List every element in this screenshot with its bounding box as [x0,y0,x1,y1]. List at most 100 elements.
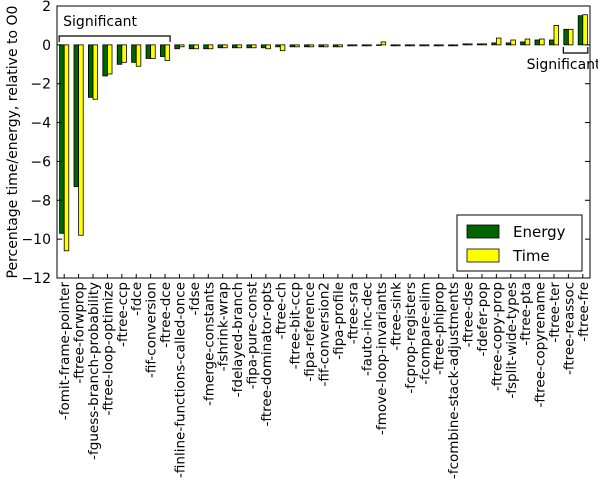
bar-energy-ftree-pta [520,41,526,46]
bar-time-fauto-inc-dec [366,44,372,47]
bar-time-ftree-dse [467,43,473,46]
bar-energy-ftree-ccp [116,44,123,65]
bar-energy-fcprop-registers [404,44,411,47]
bar-time-fdse [193,44,199,50]
x-tick-label-ftree-copy-prop: -ftree-copy-prop [489,282,505,391]
x-tick-label-fipa-profile: -fipa-profile [331,282,347,360]
bar-energy-fdefer-pop [476,43,483,46]
bar-time-fmerge-constants [207,44,214,50]
x-tick-label-fcombine-stack-adjustments: -fcombine-stack-adjustments [446,282,462,479]
bar-energy-fdce [131,44,137,63]
bar-energy-ftree-fre [577,15,584,46]
bar-energy-ftree-ter [548,39,555,46]
x-tick-label-fipa-pure-const: -fipa-pure-const [244,282,260,389]
y-tick-label: −2 [30,77,51,93]
bar-energy-fmove-loop-invariants [376,44,382,46]
bar-energy-ftree-sink [390,44,396,47]
x-tick-label-ftree-dce: -ftree-dce [158,282,174,348]
x-tick-label-ftree-fre: -ftree-fre [576,282,592,342]
x-tick-label-ftree-ter: -ftree-ter [547,282,563,343]
bar-time-ftree-ter [553,25,559,46]
bar-energy-fdelayed-branch [232,44,238,49]
x-tick-label-ftree-reassoc: -ftree-reassoc [561,282,577,375]
x-tick-label-ftree-sink: -ftree-sink [389,282,405,351]
legend-label-energy: Energy [513,223,566,241]
bar-time-fcprop-registers [409,44,415,47]
x-tick-label-fmerge-constants: -fmerge-constants [201,282,217,406]
x-tick-label-ftree-dse: -ftree-dse [461,282,477,347]
x-tick-label-fdelayed-branch: -fdelayed-branch [230,282,246,397]
bar-energy-fomit-frame-pointer [59,44,65,234]
x-tick-label-fcprop-registers: -fcprop-registers [403,282,419,394]
bar-time-fcompare-elim [423,44,430,47]
bar-time-ftree-loop-optimize [107,44,113,75]
y-tick-label: −10 [21,232,51,248]
x-tick-label-fdse: -fdse [187,282,203,316]
bar-energy-ftree-dominator-opts [260,44,267,49]
bar-time-fomit-frame-pointer [63,44,70,252]
bar-time-fif-conversion2 [323,44,329,48]
annotations-layer: Significant Significant [58,14,598,73]
bar-energy-ftree-sra [347,44,353,47]
bar-energy-ftree-copy-prop [491,42,497,46]
significant-label: Significant [527,57,598,73]
bar-energy-fguess-branch-probability [88,44,94,98]
bar-time-ftree-fre [582,14,588,46]
legend-swatch-time [466,248,500,263]
bar-energy-ftree-dce [160,44,166,57]
y-tick-label: −8 [30,193,51,209]
bar-time-fipa-reference [308,44,315,48]
bar-time-fshrink-wrap [222,44,228,49]
significant-label: Significant [63,14,137,30]
y-tick-label: −6 [30,154,51,170]
bar-energy-fdse [188,44,195,50]
x-tick-label-ftree-bit-ccp: -ftree-bit-ccp [288,282,304,369]
bar-time-ftree-phiprop [438,44,444,47]
x-tick-label-fguess-branch-probability: -fguess-branch-probability [86,282,102,460]
bar-time-fipa-pure-const [251,44,257,49]
x-tick-label-fomit-frame-pointer: -fomit-frame-pointer [57,282,73,421]
bar-time-ftree-dominator-opts [265,44,271,50]
bar-time-ftree-sra [351,44,358,47]
bar-time-fdefer-pop [481,43,487,46]
x-tick-label-ftree-ccp: -ftree-ccp [115,282,131,347]
bar-energy-fif-conversion [145,44,152,59]
x-tick-label-fif-conversion2: -fif-conversion2 [317,282,333,387]
bar-time-ftree-ccp [121,44,127,63]
bar-energy-fshrink-wrap [217,44,224,49]
x-tick-label-ftree-sra: -ftree-sra [345,282,361,344]
bar-energy-finline-functions-called-once [174,44,180,50]
bar-energy-fipa-reference [304,44,310,48]
bar-energy-fipa-pure-const [246,44,252,49]
bar-energy-fsplit-wide-types [505,42,512,46]
bar-time-fsplit-wide-types [510,39,516,46]
y-tick-label: −4 [30,116,51,132]
x-tick-label-ftree-loop-optimize: -ftree-loop-optimize [100,282,116,416]
bar-energy-ftree-forwprop [73,44,80,188]
x-tick-label-fdce: -fdce [129,282,145,316]
bar-time-fdelayed-branch [236,44,243,49]
bar-time-ftree-bit-ccp [294,44,300,48]
legend: Energy Time [456,214,583,272]
bar-time-finline-functions-called-once [179,44,185,48]
bar-energy-fauto-inc-dec [361,44,368,47]
significance-bracket [58,35,171,42]
bar-energy-fmerge-constants [203,44,209,50]
bar-time-fif-conversion [150,44,156,59]
y-tick-label: 2 [42,0,51,15]
bar-energy-ftree-phiprop [433,44,440,47]
x-tick-label-ftree-copyrename: -ftree-copyrename [533,282,549,408]
x-tick-label-fshrink-wrap: -fshrink-wrap [216,282,232,371]
x-tick-label-ftree-ch: -ftree-ch [273,282,289,339]
y-axis-label: Percentage time/energy, relative to O0 [5,6,21,279]
x-tick-label-fauto-inc-dec: -fauto-inc-dec [360,282,376,376]
bar-energy-fcombine-stack-adjustments [448,44,454,47]
x-axis: -fomit-frame-pointer-ftree-forwprop-fgue… [57,274,592,479]
bar-energy-ftree-ch [275,44,281,48]
significance-bracket [562,47,589,54]
bar-energy-ftree-copyrename [534,39,540,46]
bar-time-ftree-dce [164,44,171,61]
x-tick-label-ftree-dominator-opts: -ftree-dominator-opts [259,282,275,427]
bar-time-fguess-branch-probability [92,44,99,100]
